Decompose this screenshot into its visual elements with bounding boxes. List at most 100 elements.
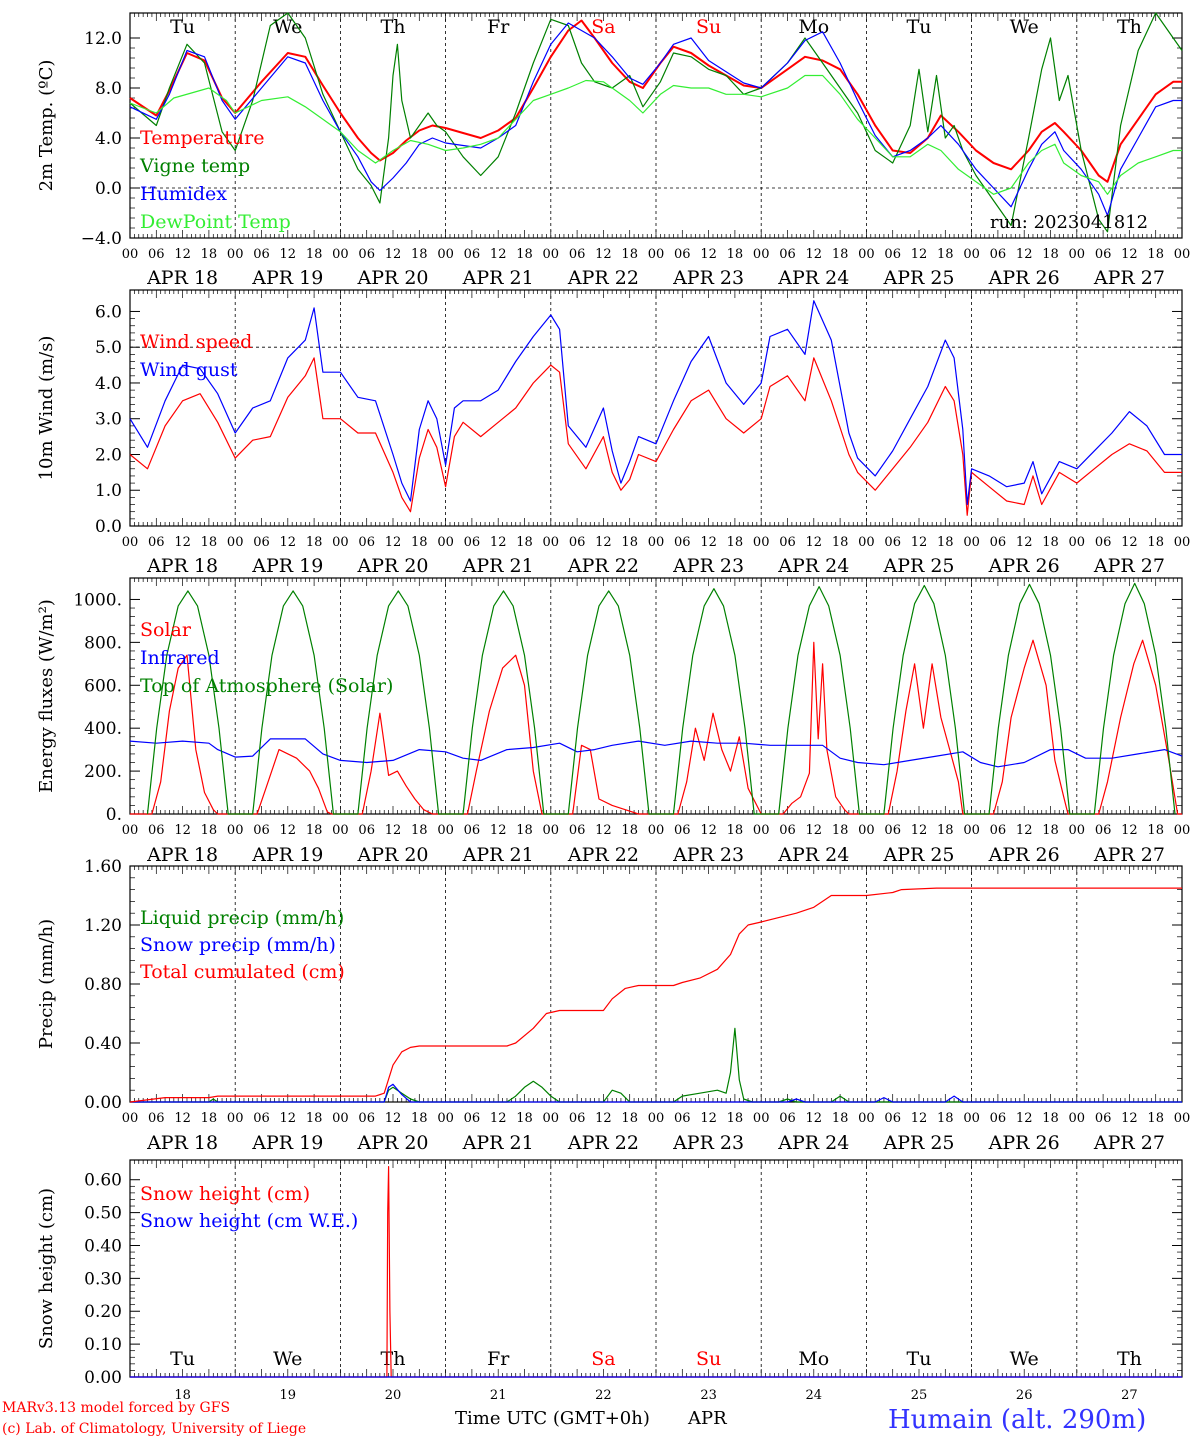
- hour-tick-label: 00: [1069, 823, 1086, 838]
- y-tick-label: 800.: [84, 633, 122, 653]
- hour-tick-label: 00: [543, 247, 560, 262]
- date-label: APR 27: [1093, 1132, 1165, 1154]
- y-tick-label: 1.60: [84, 857, 122, 877]
- weekday-label: Su: [696, 16, 721, 38]
- series-solar: [130, 639, 1182, 815]
- legend-entry: Wind speed: [140, 331, 252, 353]
- hour-tick-label: 18: [1147, 535, 1164, 550]
- hour-tick-label: 00: [963, 535, 980, 550]
- date-label: APR 19: [251, 555, 323, 577]
- date-label: APR 20: [356, 267, 428, 289]
- hour-tick-label: 06: [253, 1111, 270, 1126]
- hour-tick-label: 00: [648, 247, 665, 262]
- hour-tick-label: 18: [306, 1111, 323, 1126]
- date-label: APR 21: [462, 267, 534, 289]
- hour-tick-label: 12: [806, 1111, 823, 1126]
- date-label: APR 25: [882, 844, 954, 866]
- hour-tick-label: 06: [779, 247, 796, 262]
- hour-tick-label: 12: [700, 247, 717, 262]
- hour-tick-label: 06: [1095, 247, 1112, 262]
- y-axis-label: Precip (mm/h): [36, 919, 57, 1049]
- hour-tick-label: 18: [306, 247, 323, 262]
- hour-tick-label: 18: [832, 535, 849, 550]
- hour-tick-label: 12: [280, 535, 297, 550]
- legend-entry: Snow height (cm): [140, 1183, 310, 1205]
- hour-tick-label: 18: [516, 247, 533, 262]
- hour-tick-label: 06: [674, 1111, 691, 1126]
- legend-entry: Top of Atmosphere (Solar): [140, 675, 393, 697]
- hour-tick-label: 18: [832, 823, 849, 838]
- hour-tick-label: 06: [253, 247, 270, 262]
- y-tick-label: 0.00: [84, 1093, 122, 1113]
- hour-tick-label: 00: [227, 247, 244, 262]
- y-tick-label: −4.0: [81, 229, 122, 249]
- hour-tick-label: 00: [437, 823, 454, 838]
- date-label: APR 21: [462, 1132, 534, 1154]
- hour-tick-label: 12: [911, 535, 928, 550]
- y-tick-label: 8.0: [95, 79, 122, 99]
- hour-tick-label: 00: [122, 247, 139, 262]
- hour-tick-label: 06: [674, 823, 691, 838]
- series-wind-gust: [129, 300, 1182, 506]
- y-tick-label: 2.0: [95, 445, 122, 465]
- hour-tick-label: 12: [385, 1111, 402, 1126]
- weekday-label: Mo: [798, 1348, 829, 1370]
- hour-tick-label: 12: [595, 247, 612, 262]
- y-tick-label: 0.20: [84, 1302, 122, 1322]
- axis-time-label: Time UTC (GMT+0h): [455, 1408, 650, 1429]
- series-vigne-temp: [129, 12, 1183, 233]
- weekday-label: We: [1010, 1348, 1039, 1370]
- y-tick-label: 6.0: [95, 302, 122, 322]
- hour-tick-label: 12: [1016, 247, 1033, 262]
- hour-tick-label: 00: [437, 1111, 454, 1126]
- date-label: APR 22: [567, 555, 639, 577]
- hour-tick-label: 18: [621, 1111, 638, 1126]
- legend-entry: Liquid precip (mm/h): [140, 907, 344, 929]
- hour-tick-label: 18: [411, 535, 428, 550]
- hour-tick-label: 12: [1016, 535, 1033, 550]
- hour-tick-label: 00: [648, 535, 665, 550]
- hour-tick-label: 06: [148, 823, 165, 838]
- legend-entry: Solar: [140, 619, 192, 641]
- hour-tick-label: 18: [516, 1111, 533, 1126]
- hour-tick-label: 00: [1174, 247, 1191, 262]
- y-tick-label: 0.60: [84, 1171, 122, 1191]
- hour-tick-label: 12: [1016, 823, 1033, 838]
- hour-tick-label: 06: [148, 1111, 165, 1126]
- hour-tick-label: 00: [122, 1111, 139, 1126]
- hour-tick-label: 00: [543, 1111, 560, 1126]
- hour-tick-label: 00: [332, 1111, 349, 1126]
- hour-tick-label: 18: [937, 535, 954, 550]
- hour-tick-label: 06: [990, 1111, 1007, 1126]
- x-tick-marks: [129, 13, 1183, 238]
- weekday-label: Th: [1117, 1348, 1142, 1370]
- hour-tick-label: 00: [858, 1111, 875, 1126]
- hour-tick-label: 12: [1121, 535, 1138, 550]
- hour-tick-label: 00: [753, 1111, 770, 1126]
- hour-tick-label: 18: [201, 1111, 218, 1126]
- weekday-label: Fr: [487, 1348, 510, 1370]
- hour-tick-label: 18: [621, 823, 638, 838]
- date-label: APR 18: [146, 844, 218, 866]
- hour-tick-label: 06: [464, 535, 481, 550]
- hour-tick-label: 18: [1147, 823, 1164, 838]
- hour-tick-label: 18: [1042, 823, 1059, 838]
- date-label: APR 27: [1093, 555, 1165, 577]
- day-number-label: 24: [806, 1388, 823, 1403]
- hour-tick-label: 06: [464, 1111, 481, 1126]
- hour-tick-label: 12: [280, 823, 297, 838]
- legend-entry: Infrared: [140, 647, 220, 669]
- date-label: APR 26: [988, 1132, 1060, 1154]
- plot-frame: [129, 12, 1183, 239]
- date-label: APR 25: [882, 555, 954, 577]
- panel-flux: 0. 200. 400. 600. 800. 1000. Energy fluxes (W/…: [36, 577, 1190, 866]
- hour-tick-label: 12: [490, 535, 507, 550]
- hour-tick-label: 12: [174, 823, 191, 838]
- hour-tick-label: 12: [1016, 1111, 1033, 1126]
- hour-tick-label: 18: [411, 247, 428, 262]
- weekday-label: We: [273, 16, 302, 38]
- date-label: APR 25: [882, 1132, 954, 1154]
- hour-tick-label: 06: [464, 823, 481, 838]
- hour-tick-label: 06: [569, 823, 586, 838]
